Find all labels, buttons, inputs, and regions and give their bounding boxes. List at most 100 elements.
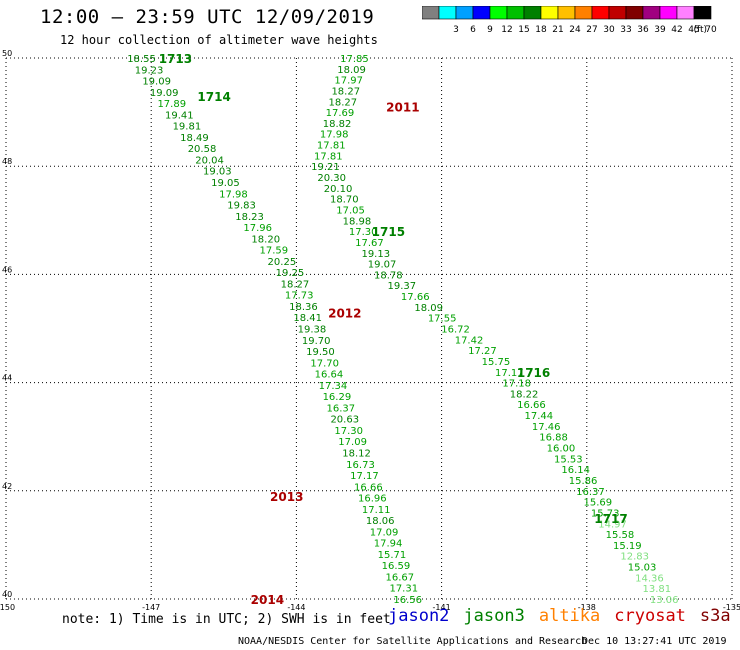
swh-value-label: 13.06 [650,595,679,606]
swh-value-label: 15.86 [569,476,598,487]
swh-value-label: 17.11 [362,505,391,516]
swh-value-label: 17.55 [428,314,457,325]
footnote: note: 1) Time is in UTC; 2) SWH is in fe… [62,612,391,627]
swh-value-label: 16.37 [327,403,356,414]
y-tick-label: 50 [2,49,12,58]
swh-value-label: 20.04 [195,155,224,166]
swh-value-label: 16.29 [323,392,352,403]
swh-value-label: 17.05 [336,205,365,216]
swh-value-label: 18.82 [323,119,352,130]
swh-value-label: 20.30 [317,173,346,184]
swh-value-label: 16.00 [547,444,576,455]
swh-value-label: 18.27 [331,86,360,97]
colorbar-tick-label: 30 [603,25,615,35]
swh-value-label: 17.73 [285,291,314,302]
colorbar-tick-label: 21 [552,25,563,35]
colorbar-swatch: 70 [693,6,717,35]
swh-value-label: 17.67 [355,238,384,249]
colorbar-tick-label: 3 [453,25,459,35]
swh-value-label: 14.36 [635,573,664,584]
satellite-track: 17.8518.0917.9718.2718.2717.6918.8217.98… [311,54,678,606]
swh-value-label: 17.42 [455,335,484,346]
y-tick-label: 42 [2,482,12,491]
swh-value-label: 17.31 [389,584,418,595]
swh-value-label: 16.66 [354,482,383,493]
swh-value-label: 15.03 [628,563,657,574]
x-tick-label: -144 [287,603,305,612]
swh-value-label: 15.58 [606,530,635,541]
swh-value-label: 18.06 [366,516,395,527]
chart-title: 12:00 – 23:59 UTC 12/09/2019 [40,6,375,28]
swh-value-label: 17.30 [349,227,378,238]
y-tick-label: 40 [2,590,12,599]
colorbar-unit: (ft) [693,25,707,35]
swh-value-label: 17.98 [320,130,349,141]
swh-value-label: 17.30 [334,426,363,437]
time-label: 1713 [159,52,192,66]
x-tick-label: -150 [0,603,15,612]
swh-value-label: 19.09 [142,77,171,88]
time-label: 1716 [517,366,550,380]
time-label: 1717 [594,512,627,526]
y-tick-label: 44 [2,374,12,383]
swh-value-label: 18.27 [281,279,310,290]
swh-value-label: 15.73 [591,508,620,519]
satellite-legend: jason2 jason3 altika cryosat s3a [388,606,740,626]
swh-value-label: 17.81 [314,151,343,162]
time-label: 2011 [386,101,419,115]
time-label: 2012 [328,306,361,320]
legend-altika: altika [538,606,601,626]
swh-value-label: 16.72 [441,325,470,336]
swh-value-label: 17.81 [317,141,346,152]
swh-value-label: 17.98 [219,189,248,200]
colorbar-tick-label: 24 [569,25,581,35]
swh-value-label: 18.41 [293,313,322,324]
swh-value-label: 19.23 [135,65,164,76]
swh-value-label: 16.64 [315,370,344,381]
colorbar-tick-label: 12 [501,25,512,35]
legend-jason3: jason3 [463,606,525,626]
swh-value-label: 17.27 [468,346,497,357]
swh-value-label: 19.37 [387,281,416,292]
colorbar-tick-label: 33 [620,25,631,35]
swh-value-label: 16.88 [539,433,568,444]
swh-value-label: 17.17 [495,368,524,379]
swh-value-label: 19.70 [302,336,331,347]
swh-value-label: 17.66 [401,292,430,303]
swh-value-label: 17.89 [157,99,186,110]
swh-value-label: 16.67 [386,572,415,583]
swh-value-label: 19.09 [150,88,179,99]
swh-value-label: 19.41 [165,110,194,121]
colorbar-tick-label: 42 [671,25,682,35]
swh-value-label: 14.97 [598,519,627,530]
swh-value-label: 15.75 [482,357,511,368]
swh-value-label: 17.97 [334,76,363,87]
swh-value-label: 18.09 [414,303,443,314]
swh-value-label: 17.70 [310,358,339,369]
swh-value-label: 18.78 [374,270,403,281]
colorbar-tick-label: 15 [518,25,529,35]
swh-value-label: 17.94 [374,539,403,550]
swh-value-label: 16.59 [382,561,411,572]
swh-value-label: 19.21 [311,162,340,173]
swh-value-label: 18.23 [235,212,264,223]
swh-value-label: 19.83 [227,201,256,212]
swh-value-label: 16.73 [346,460,375,471]
colorbar-tick-label: 36 [637,25,649,35]
swh-value-label: 12.83 [620,552,649,563]
colorbar-tick-label: 39 [654,25,666,35]
colorbar-legend: 3 6 9 12 15 18 21 24 27 30 33 36 39 42 45 70(ft) [422,6,717,35]
generated-timestamp: Dec 10 13:27:41 UTC 2019 [582,636,727,647]
legend-s3a: s3a [699,606,731,626]
swh-value-label: 15.53 [554,454,583,465]
swh-value-label: 17.18 [502,379,531,390]
swh-value-label: 18.70 [330,195,359,206]
swh-value-label: 19.07 [368,260,397,271]
y-tick-label: 48 [2,157,12,166]
swh-value-label: 17.69 [326,108,355,119]
swh-value-label: 18.09 [337,65,366,76]
x-tick-label: -135 [723,603,740,612]
swh-value-label: 18.98 [343,216,372,227]
swh-value-label: 18.27 [329,97,358,108]
